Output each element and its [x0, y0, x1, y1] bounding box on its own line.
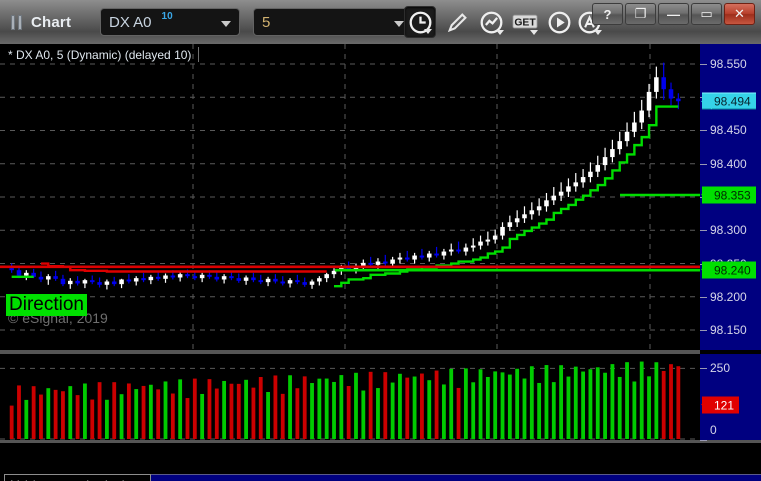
- price-tick: [700, 230, 707, 232]
- chevron-down-icon[interactable]: [594, 30, 602, 35]
- price-tick: [700, 296, 707, 298]
- pane-divider-lower[interactable]: [0, 440, 761, 443]
- time-template-icon[interactable]: [404, 6, 436, 38]
- stop-level-tag-lower[interactable]: 98.240: [701, 261, 756, 279]
- chevron-down-icon[interactable]: [496, 30, 504, 35]
- maximize-button[interactable]: ▭: [691, 3, 722, 25]
- price-tick: [700, 63, 707, 65]
- title-bar-left: Chart: [0, 0, 71, 44]
- symbol-delay-badge: 10: [161, 10, 173, 22]
- volume-tick: [700, 440, 707, 441]
- price-tick: [700, 330, 707, 332]
- panes-icon: [11, 14, 25, 30]
- chevron-down-icon[interactable]: [530, 30, 538, 35]
- last-price-tag[interactable]: 98.494: [701, 92, 756, 110]
- play-icon[interactable]: [543, 6, 575, 38]
- draw-pencil-icon[interactable]: [441, 6, 473, 38]
- window-controls: ? ❐ — ▭ ✕: [590, 3, 755, 25]
- interval-value: 5: [262, 13, 271, 31]
- pane-divider[interactable]: [0, 350, 700, 354]
- price-tick-label: 98.150: [710, 323, 747, 338]
- chevron-down-icon[interactable]: [394, 21, 404, 27]
- title-bar: Chart DX A0 10 5: [0, 0, 761, 45]
- study-line-icon[interactable]: [475, 6, 507, 38]
- volume-tick-label: 0: [710, 423, 717, 437]
- price-tick-label: 98.200: [710, 289, 747, 304]
- volume-tab-strip: [146, 474, 761, 481]
- current-volume-tag[interactable]: 121: [700, 396, 740, 414]
- volume-plot-area[interactable]: [0, 354, 700, 440]
- get-icon[interactable]: GET: [509, 6, 541, 38]
- price-tick-label: 98.450: [710, 123, 747, 138]
- price-tick-label: 98.550: [710, 56, 747, 71]
- volume-tick: [700, 368, 707, 370]
- close-button[interactable]: ✕: [724, 3, 755, 25]
- stop-level-tag-upper[interactable]: 98.353: [701, 186, 756, 204]
- chevron-down-icon[interactable]: [424, 29, 432, 34]
- volume-axis[interactable]: 250 0 121: [700, 354, 761, 441]
- chart-body: * DX A0, 5 (Dynamic) (delayed 10) Direct…: [0, 44, 761, 481]
- window-title-group: Chart: [11, 14, 71, 31]
- price-svg: [0, 44, 700, 350]
- chart-title: * DX A0, 5 (Dynamic) (delayed 10): [8, 47, 200, 62]
- volume-svg: [0, 361, 700, 440]
- symbol-value: DX A0: [109, 13, 152, 31]
- price-tick-label: 98.400: [710, 156, 747, 171]
- volume-tick-label: 250: [710, 361, 731, 376]
- direction-label: Direction: [6, 294, 87, 316]
- help-button[interactable]: ?: [592, 3, 623, 25]
- restore-button[interactable]: ❐: [625, 3, 656, 25]
- window-title: Chart: [31, 13, 72, 31]
- price-plot-area[interactable]: * DX A0, 5 (Dynamic) (delayed 10) Direct…: [0, 44, 700, 350]
- symbol-input[interactable]: DX A0 10: [100, 8, 240, 36]
- price-tick: [700, 163, 707, 165]
- price-tick: [700, 130, 707, 132]
- chevron-down-icon[interactable]: [221, 21, 231, 27]
- svg-text:GET: GET: [514, 17, 536, 28]
- volume-pane-label: Vol (current price bar): [11, 478, 126, 481]
- price-tick-label: 98.300: [710, 223, 747, 238]
- price-axis[interactable]: 98.55098.50098.45098.40098.35098.30098.2…: [700, 44, 761, 350]
- volume-pane-tab[interactable]: Vol (current price bar) ✕: [4, 474, 151, 481]
- close-icon[interactable]: ✕: [134, 479, 143, 481]
- interval-input[interactable]: 5: [253, 8, 413, 36]
- minimize-button[interactable]: —: [658, 3, 689, 25]
